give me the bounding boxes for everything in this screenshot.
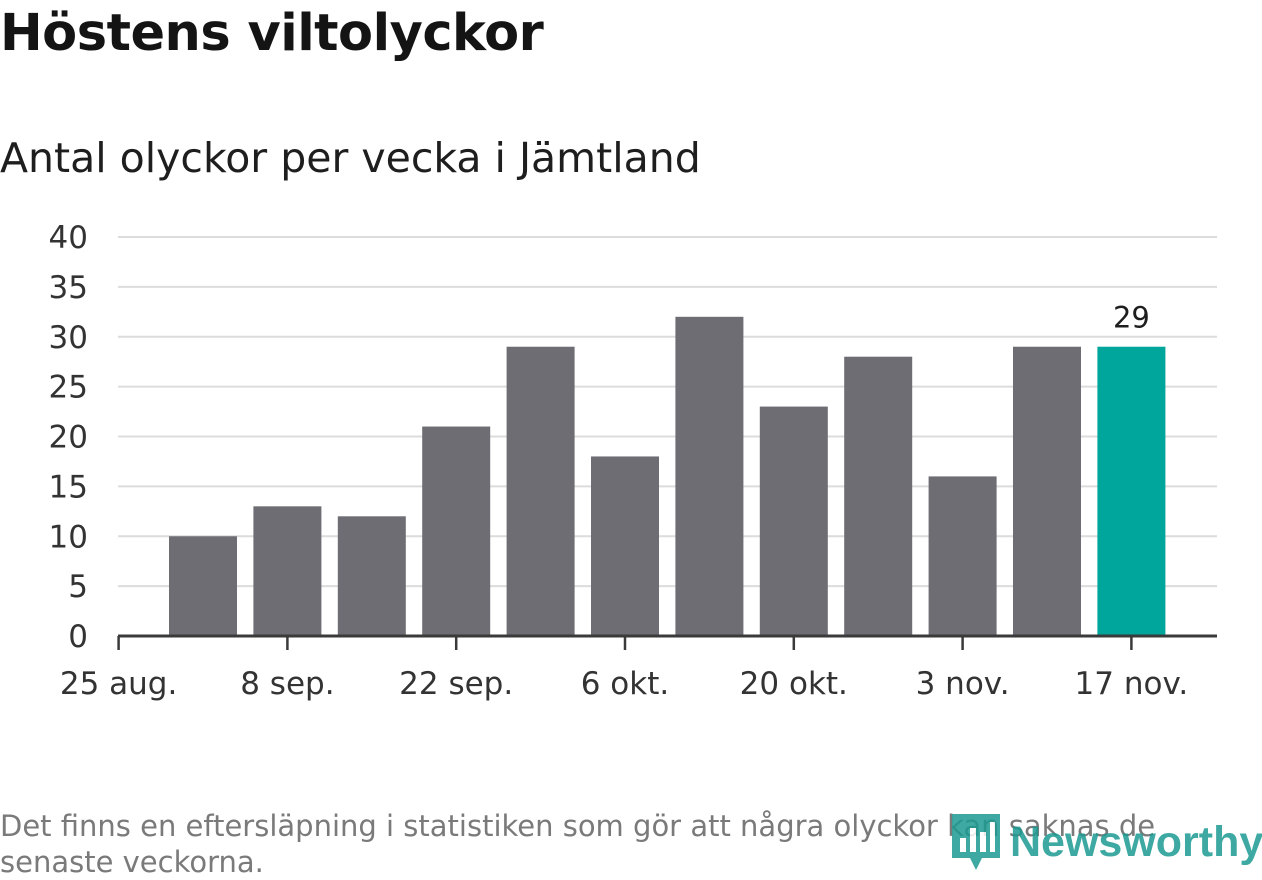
- bar-v45: [928, 476, 997, 636]
- x-tick-label-2: 22 sep.: [399, 666, 513, 702]
- bar-v39: [422, 426, 491, 636]
- x-tick-label-6: 17 nov.: [1075, 666, 1189, 702]
- bar-chart: 0 5 10 15 20 25 30 35 40 25 aug. 8 sep. 22 sep. 6 o…: [49, 220, 1217, 702]
- x-tick-label-4: 20 okt.: [740, 666, 848, 702]
- bar-v36: [169, 536, 237, 636]
- y-tick-label-5: 5: [68, 569, 88, 605]
- x-tick-label-1: 8 sep.: [240, 666, 334, 702]
- bar-v43: [759, 406, 828, 636]
- chart-subtitle: Antal olyckor per vecka i Jämtland: [0, 134, 701, 182]
- bar-v47: [1097, 346, 1166, 636]
- bars: [169, 316, 1166, 636]
- bar-v37: [253, 506, 322, 636]
- x-axis-ticks: 25 aug. 8 sep. 22 sep. 6 okt. 20 okt. 3 nov. 1…: [60, 636, 1188, 702]
- newsworthy-logo-text: Newsworthy: [1010, 817, 1262, 866]
- y-tick-label-15: 15: [49, 469, 88, 505]
- y-tick-label-0: 0: [68, 619, 88, 655]
- x-tick-label-5: 3 nov.: [916, 666, 1010, 702]
- y-tick-label-35: 35: [49, 270, 88, 306]
- y-tick-label-30: 30: [49, 320, 88, 356]
- newsworthy-logo: Newsworthy: [950, 812, 1262, 872]
- bar-v46: [1013, 346, 1081, 636]
- bar-v42: [675, 316, 744, 636]
- newsworthy-logo-icon: [952, 814, 1000, 870]
- bar-v40: [506, 346, 575, 636]
- y-tick-label-25: 25: [49, 370, 88, 406]
- data-labels: 29: [1113, 301, 1150, 335]
- y-tick-label-20: 20: [49, 420, 88, 456]
- x-tick-label-0: 25 aug.: [60, 666, 177, 702]
- data-label-v47: 29: [1113, 301, 1150, 335]
- y-tick-label-40: 40: [49, 220, 88, 256]
- bar-v41: [591, 456, 659, 636]
- bar-v38: [337, 516, 406, 636]
- x-tick-label-3: 6 okt.: [581, 666, 670, 702]
- bar-v44: [844, 356, 913, 636]
- chart-title: Höstens viltolyckor: [0, 4, 544, 63]
- y-axis-ticks: 0 5 10 15 20 25 30 35 40: [49, 220, 88, 655]
- y-tick-label-10: 10: [49, 519, 88, 555]
